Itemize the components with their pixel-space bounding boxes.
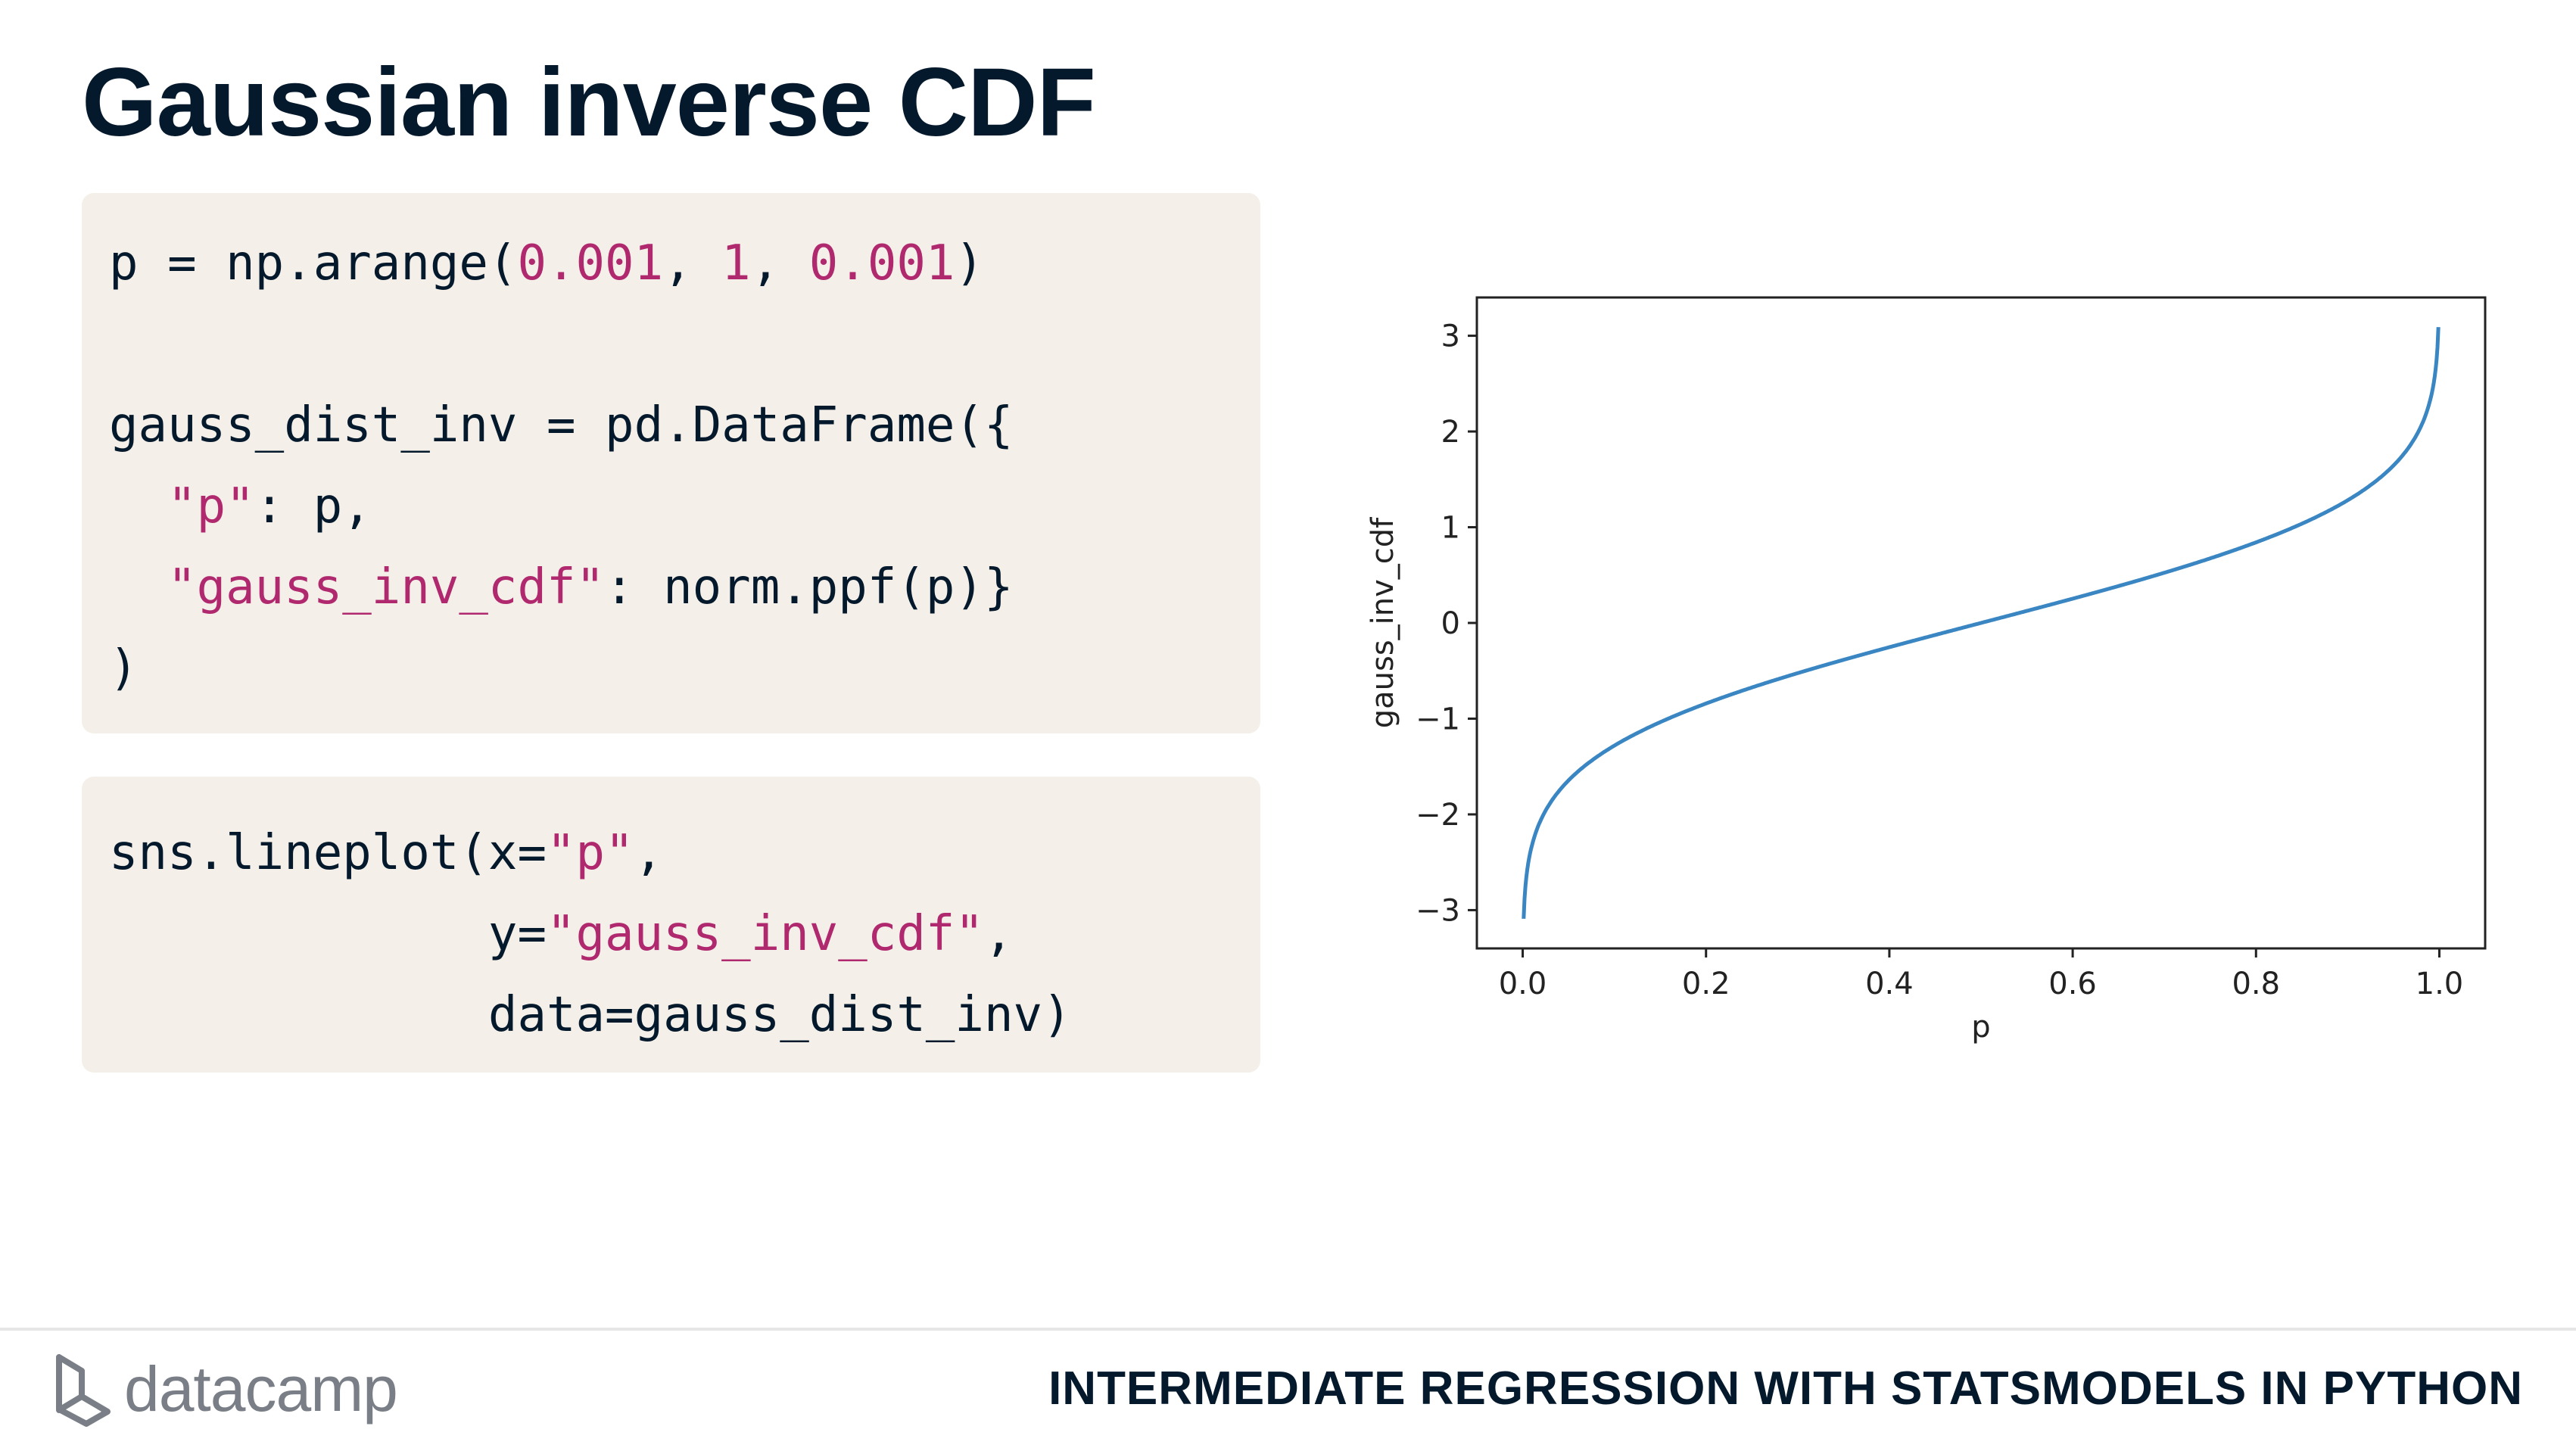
code-token: p = np.arange( bbox=[109, 235, 518, 291]
code-line: p = np.arange(0.001, 1, 0.001) bbox=[109, 223, 984, 304]
x-tick-label: 0.0 bbox=[1499, 967, 1547, 1001]
code-string-token: "gauss_inv_cdf" bbox=[546, 906, 984, 962]
code-token: , bbox=[663, 235, 722, 291]
y-axis-ticks: −3 −2 −1 0 1 2 3 bbox=[1416, 319, 1477, 928]
code-token: ) bbox=[955, 235, 984, 291]
code-token: , bbox=[634, 825, 664, 881]
y-tick-label: 3 bbox=[1441, 319, 1460, 354]
datacamp-logo-icon bbox=[56, 1354, 111, 1427]
code-number-token: 1 bbox=[721, 235, 751, 291]
code-string-token: "gauss_inv_cdf" bbox=[167, 559, 606, 615]
code-token bbox=[109, 478, 167, 534]
slide-title: Gaussian inverse CDF bbox=[82, 48, 1096, 157]
code-token: , bbox=[983, 906, 1014, 962]
y-axis-label: gauss_inv_cdf bbox=[1366, 517, 1400, 728]
x-tick-label: 1.0 bbox=[2416, 967, 2464, 1001]
code-line: "p": p, bbox=[109, 466, 372, 547]
x-axis-ticks: 0.0 0.2 0.4 0.6 0.8 1.0 bbox=[1499, 948, 2464, 1001]
footer-divider bbox=[0, 1328, 2576, 1331]
code-token: gauss_dist_inv = pd.DataFrame({ bbox=[109, 397, 1014, 453]
code-token: sns.lineplot(x= bbox=[109, 825, 547, 881]
code-block-lineplot: sns.lineplot(x="p", y="gauss_inv_cdf", d… bbox=[82, 777, 1260, 1073]
code-token: : p, bbox=[254, 478, 372, 534]
code-number-token: 0.001 bbox=[808, 235, 955, 291]
datacamp-logo: datacamp bbox=[53, 1347, 398, 1431]
code-line: "gauss_inv_cdf": norm.ppf(p)} bbox=[109, 547, 1013, 628]
code-line: ) bbox=[109, 628, 139, 709]
x-tick-label: 0.6 bbox=[2048, 967, 2097, 1001]
x-tick-label: 0.4 bbox=[1865, 967, 1914, 1001]
y-tick-label: 0 bbox=[1441, 606, 1460, 641]
x-tick-label: 0.2 bbox=[1682, 967, 1730, 1001]
x-axis-label: p bbox=[1971, 1010, 1990, 1045]
code-token: data=gauss_dist_inv) bbox=[109, 987, 1072, 1043]
code-token: y= bbox=[109, 906, 547, 962]
y-tick-label: −1 bbox=[1416, 702, 1460, 736]
code-line: y="gauss_inv_cdf", bbox=[109, 894, 1014, 975]
code-block-dataframe: p = np.arange(0.001, 1, 0.001) gauss_dist… bbox=[82, 193, 1260, 733]
y-tick-label: −3 bbox=[1416, 893, 1460, 928]
code-number-token: 0.001 bbox=[517, 235, 664, 291]
y-tick-label: −2 bbox=[1416, 798, 1460, 833]
code-token: , bbox=[750, 235, 809, 291]
code-string-token: "p" bbox=[167, 478, 255, 534]
logo-wordmark: datacamp bbox=[124, 1353, 398, 1425]
y-tick-label: 1 bbox=[1441, 511, 1460, 546]
inverse-cdf-line-chart: −3 −2 −1 0 1 2 3 0.0 0.2 0.4 0.6 0.8 1.0 p gauss_in… bbox=[1366, 296, 2487, 1045]
code-token: : norm.ppf(p)} bbox=[605, 559, 1014, 615]
code-string-token: "p" bbox=[546, 825, 634, 881]
code-token bbox=[109, 559, 167, 615]
code-line: gauss_dist_inv = pd.DataFrame({ bbox=[109, 385, 1013, 466]
course-title: INTERMEDIATE REGRESSION WITH STATSMODELS… bbox=[1048, 1362, 2523, 1415]
series-line bbox=[1522, 327, 2441, 919]
x-tick-label: 0.8 bbox=[2232, 967, 2280, 1001]
code-line: sns.lineplot(x="p", bbox=[109, 813, 663, 894]
y-tick-label: 2 bbox=[1441, 415, 1460, 450]
code-line: data=gauss_dist_inv) bbox=[109, 975, 1072, 1056]
code-token: ) bbox=[109, 640, 139, 696]
